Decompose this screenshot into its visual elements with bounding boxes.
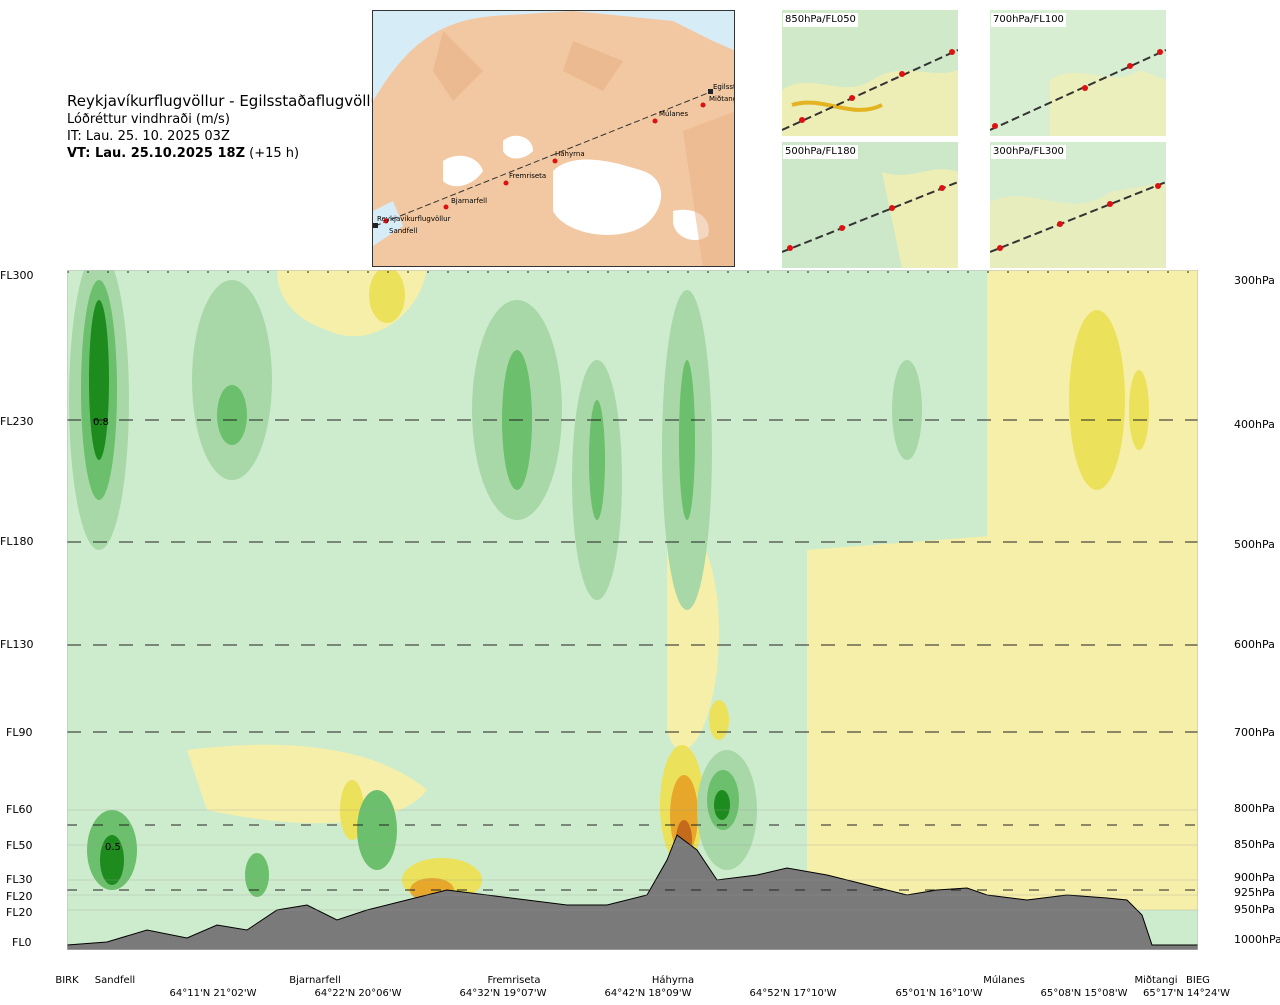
map-place-egilsst: Egilsst xyxy=(713,83,735,91)
x-coord-label: 65°01'N 16°10'W xyxy=(895,988,983,999)
pressure-label-right: 850hPa xyxy=(1234,838,1275,851)
sink-area xyxy=(807,520,1198,910)
x-coord-label: 65°17'N 14°24'W xyxy=(1143,988,1230,999)
level-label-left: FL300 xyxy=(0,269,34,282)
x-place-label: Sandfell xyxy=(94,975,136,986)
x-place-label: Múlanes xyxy=(983,975,1025,986)
x-place-label: BIEG xyxy=(1186,975,1210,986)
route-map: Reykjavíkurflugvöllur Sandfell Bjarnarfe… xyxy=(372,10,735,267)
thumbnail-label: 500hPa/FL180 xyxy=(783,145,858,159)
lift-core xyxy=(245,853,269,897)
map-place-mulanes: Múlanes xyxy=(659,110,688,118)
pressure-label-right: 925hPa xyxy=(1234,886,1275,899)
pressure-label-right: 400hPa xyxy=(1234,418,1275,431)
level-label-left: FL30 xyxy=(6,873,33,886)
pressure-label-right: 600hPa xyxy=(1234,638,1275,651)
level-label-left: FL50 xyxy=(6,839,33,852)
pressure-label-right: 800hPa xyxy=(1234,802,1275,815)
pressure-label-right: 900hPa xyxy=(1234,871,1275,884)
lift-area xyxy=(892,360,922,460)
lift-area xyxy=(192,280,272,480)
pressure-label-right: 950hPa xyxy=(1234,903,1275,916)
lift-core xyxy=(357,790,397,870)
x-coord-label: 64°52'N 17°10'W xyxy=(749,988,837,999)
thumbnail-label: 700hPa/FL100 xyxy=(991,13,1066,27)
map-place-reykjavik: Reykjavíkurflugvöllur xyxy=(377,215,451,223)
level-label-left: FL230 xyxy=(0,415,34,428)
x-coord-label: 65°08'N 15°08'W xyxy=(1040,988,1128,999)
pressure-label-right: 700hPa xyxy=(1234,726,1275,739)
map-place-hahyrna: Háhyrna xyxy=(555,150,585,158)
level-label-left: FL130 xyxy=(0,638,34,651)
terrain xyxy=(66,834,1199,951)
level-label-left: FL90 xyxy=(6,726,33,739)
thumbnail-850[interactable]: 850hPa/FL050 xyxy=(782,10,958,136)
issue-time: IT: Lau. 25. 10. 2025 03Z xyxy=(67,129,230,144)
thumbnail-label: 850hPa/FL050 xyxy=(783,13,858,27)
route-map-svg: Reykjavíkurflugvöllur Sandfell Bjarnarfe… xyxy=(373,11,735,266)
chart-title-block: Reykjavíkurflugvöllur - Egilsstaðaflugvö… xyxy=(67,92,386,162)
level-gridlines xyxy=(67,809,1198,911)
x-coord-label: 64°11'N 21°02'W xyxy=(169,988,257,999)
level-label-left: FL20 xyxy=(6,890,33,903)
contour-label: 0.5 xyxy=(105,842,121,853)
x-place-label: Bjarnarfell xyxy=(289,975,341,986)
x-coord-label: 64°32'N 19°07'W xyxy=(459,988,547,999)
sink-core xyxy=(1069,310,1125,490)
sink-core xyxy=(369,267,405,323)
map-place-sandfell: Sandfell xyxy=(389,227,417,235)
route-title: Reykjavíkurflugvöllur - Egilsstaðaflugvö… xyxy=(67,92,387,110)
x-coord-label: 64°42'N 18°09'W xyxy=(604,988,692,999)
map-place-fremriseta: Fremriseta xyxy=(509,172,546,180)
cross-section-svg: 0.8 0.5 xyxy=(66,250,1199,951)
pressure-label-right: 1000hPa xyxy=(1234,933,1280,946)
lead-time: (+15 h) xyxy=(249,146,300,161)
x-place-label: BIRK xyxy=(55,975,79,986)
wind-barbs xyxy=(67,271,1198,891)
lift-core xyxy=(679,360,695,520)
thumbnail-300[interactable]: 300hPa/FL300 xyxy=(990,142,1166,268)
level-label-left: FL20 xyxy=(6,906,33,919)
thumbnail-label: 300hPa/FL300 xyxy=(991,145,1066,159)
map-place-bjarnarfell: Bjarnarfell xyxy=(451,197,487,205)
cross-section-plot: 0.8 0.5 xyxy=(66,250,1199,951)
map-place-midtangi: Miðtangi xyxy=(709,95,735,103)
level-label-left: FL0 xyxy=(12,936,32,949)
pressure-label-right: 300hPa xyxy=(1234,274,1275,287)
lift-core-strong xyxy=(89,300,109,460)
x-place-label: Fremriseta xyxy=(487,975,541,986)
lift-core xyxy=(217,385,247,445)
level-label-left: FL60 xyxy=(6,803,33,816)
level-label-left: FL180 xyxy=(0,535,34,548)
x-place-label: Háhyrna xyxy=(651,975,695,986)
x-place-label: Miðtangi xyxy=(1134,975,1178,986)
valid-time: VT: Lau. 25.10.2025 18Z xyxy=(67,146,246,161)
lift-core-strong xyxy=(100,835,124,885)
variable-label: Lóðréttur vindhraði (m/s) xyxy=(67,112,230,127)
x-coord-label: 64°22'N 20°06'W xyxy=(314,988,402,999)
thumbnail-500[interactable]: 500hPa/FL180 xyxy=(782,142,958,268)
sink-core xyxy=(1129,370,1149,450)
contour-label: 0.8 xyxy=(93,417,109,428)
pressure-label-right: 500hPa xyxy=(1234,538,1275,551)
lift-core xyxy=(589,400,605,520)
thumbnail-700[interactable]: 700hPa/FL100 xyxy=(990,10,1166,136)
sink-core xyxy=(709,700,729,740)
lift-core-strong xyxy=(714,790,730,820)
